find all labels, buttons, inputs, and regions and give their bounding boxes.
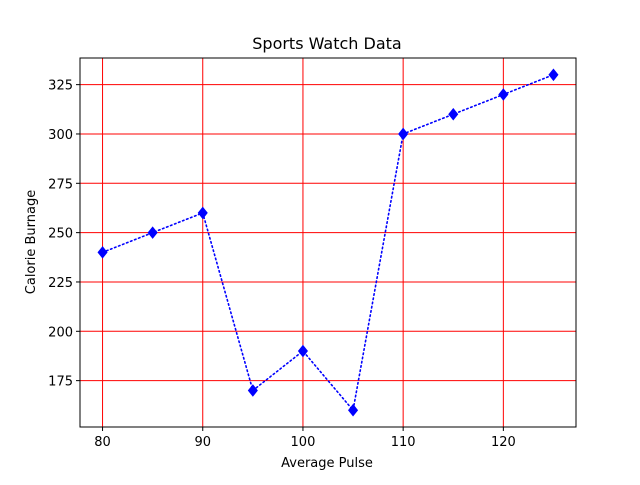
x-tick-label: 90 — [194, 435, 211, 450]
y-tick-label: 300 — [48, 128, 73, 143]
x-tick-label: 80 — [94, 435, 111, 450]
data-point-marker — [348, 403, 359, 417]
series-line — [101, 73, 555, 413]
x-tick-label: 110 — [391, 435, 416, 450]
y-tick-label: 175 — [48, 375, 73, 390]
x-tick-label: 100 — [291, 435, 316, 450]
chart-title: Sports Watch Data — [252, 34, 401, 53]
y-tick-label: 225 — [48, 276, 73, 291]
plot-frame — [79, 57, 577, 428]
data-point-marker — [398, 127, 409, 141]
data-point-marker — [97, 246, 108, 259]
y-tick-label: 250 — [48, 227, 73, 242]
grid-lines — [80, 58, 576, 427]
data-point-marker — [247, 384, 258, 397]
data-point-marker — [197, 206, 208, 220]
data-point-marker — [498, 88, 509, 101]
y-tick-label: 200 — [48, 325, 73, 340]
data-point-marker — [297, 344, 308, 358]
y-tick-label: 325 — [48, 79, 73, 94]
y-tick-label: 275 — [48, 177, 73, 192]
y-axis-label: Calorie Burnage — [24, 190, 39, 294]
axes: 80 90 100 110 120 175 200 225 250 275 300 325 — [48, 57, 577, 450]
x-axis-label: Average Pulse — [281, 456, 373, 471]
x-tick-label: 120 — [491, 435, 516, 450]
data-series — [97, 68, 559, 417]
data-point-marker — [448, 107, 459, 121]
data-point-marker — [548, 68, 559, 82]
data-point-marker — [147, 226, 158, 239]
